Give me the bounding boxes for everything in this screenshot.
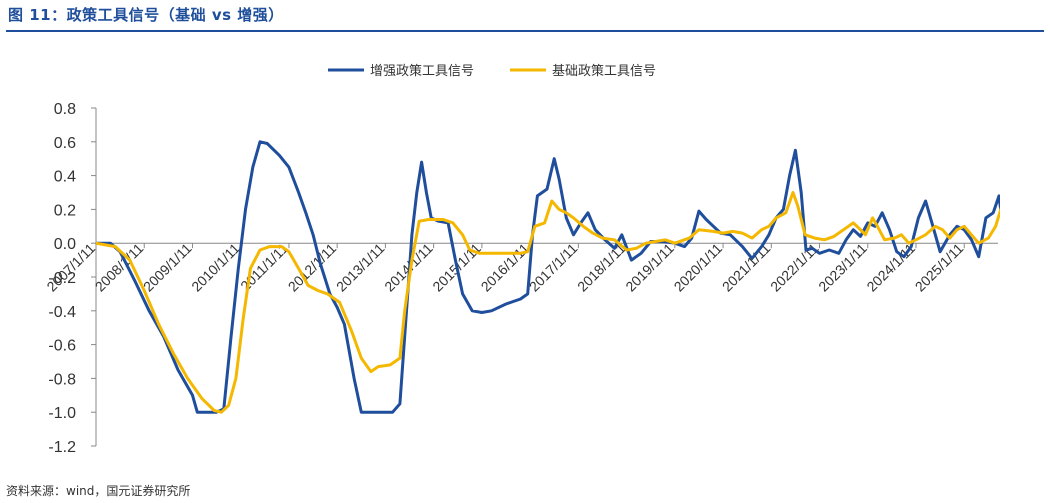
source-note: 资料来源：wind，国元证券研究所	[6, 484, 191, 498]
x-tick-label: 2017/1/11	[526, 240, 581, 295]
y-tick-label: 0.2	[54, 202, 76, 219]
figure-title: 图 11：政策工具信号（基础 vs 增强）	[8, 6, 284, 24]
legend-item-2: 基础政策工具信号	[510, 63, 656, 79]
x-tick-label: 2018/1/11	[574, 240, 629, 295]
x-tick-label: 2021/1/11	[719, 240, 774, 295]
x-tick-label: 2020/1/11	[671, 240, 726, 295]
y-axis: 0.8 0.6 0.4 0.2 0.0 -0.2 -0.4 -0.6 -0.8 -1.0 -1.2	[48, 101, 97, 456]
x-tick-label: 2013/1/11	[333, 240, 388, 295]
x-tick-label: 2016/1/11	[478, 240, 533, 295]
y-tick-label: -0.6	[48, 338, 76, 355]
y-tick-label: 0.8	[54, 101, 76, 118]
y-tick-label: -0.4	[48, 304, 76, 321]
title-rule	[6, 30, 1044, 32]
legend-label: 基础政策工具信号	[552, 63, 656, 79]
series-line-1	[96, 140, 1000, 414]
x-tick-label: 2010/1/11	[188, 240, 243, 295]
y-tick-label: -1.0	[48, 405, 76, 422]
legend-item-1: 增强政策工具信号	[328, 63, 474, 79]
y-tick-label: -1.2	[48, 439, 76, 456]
chart-legend: 增强政策工具信号 基础政策工具信号	[328, 63, 656, 79]
y-tick-label: -0.2	[48, 270, 76, 287]
y-tick-label: -0.8	[48, 371, 76, 388]
y-tick-label: 0.6	[54, 135, 76, 152]
x-axis: 2007/1/112008/1/112009/1/112010/1/112011…	[43, 240, 998, 295]
legend-label: 增强政策工具信号	[370, 63, 474, 79]
series-line-2	[96, 191, 1000, 414]
x-tick-label: 2009/1/11	[140, 240, 195, 295]
y-tick-label: 0.4	[54, 169, 76, 186]
line-chart: 增强政策工具信号 基础政策工具信号 0.8 0.6 0.4 0.2 0.0 -0.2 -0.4…	[43, 63, 1000, 456]
y-tick-label: 0.0	[54, 236, 76, 253]
plot-area	[96, 140, 1000, 414]
